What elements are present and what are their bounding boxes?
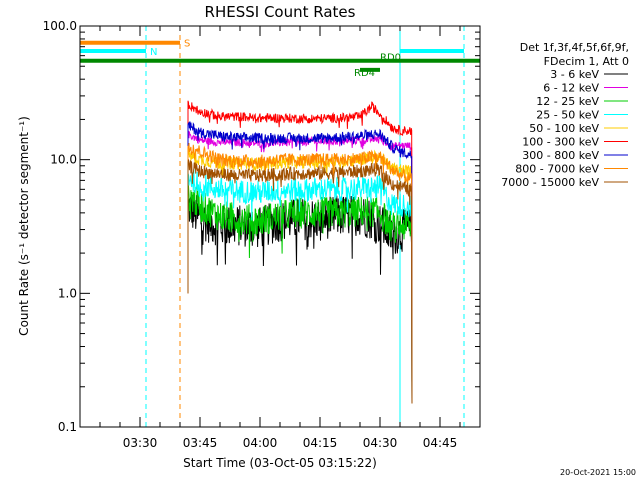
legend-label-8: 7000 - 15000 keV <box>501 176 599 189</box>
x-axis-label: Start Time (03-Oct-05 03:15:22) <box>183 456 377 470</box>
series-12-25keV <box>187 179 413 404</box>
legend-header-line-2: FDecim 1, Att 0 <box>544 55 629 68</box>
series-800-7000keV <box>187 142 413 404</box>
legend-label-2: 12 - 25 keV <box>536 95 599 108</box>
series-25-50keV <box>187 168 413 404</box>
series-7000-15000keV <box>187 159 413 404</box>
state-label-rd0: RD0 <box>380 53 401 64</box>
legend-label-7: 800 - 7000 keV <box>515 163 599 176</box>
chart-title: RHESSI Count Rates <box>205 3 356 21</box>
footer-timestamp: 20-Oct-2021 15:00 <box>560 468 636 477</box>
legend-label-6: 300 - 800 keV <box>522 149 599 162</box>
y-tick-label-1: 1.0 <box>58 286 77 300</box>
legend-label-5: 100 - 300 keV <box>522 136 599 149</box>
y-tick-label-3: 100.0 <box>43 19 77 33</box>
y-tick-label-0: 0.1 <box>58 420 77 434</box>
legend-label-4: 50 - 100 keV <box>529 122 599 135</box>
legend-label-1: 6 - 12 keV <box>543 82 599 95</box>
state-label-s: S <box>184 39 190 50</box>
x-tick-label-0: 03:30 <box>123 436 158 450</box>
state-label-n: N <box>150 47 157 58</box>
state-label-rd4: RD4 <box>354 68 375 79</box>
series-100-300keV <box>187 100 413 404</box>
x-tick-label-3: 04:15 <box>303 436 338 450</box>
y-tick-label-2: 10.0 <box>50 153 77 167</box>
x-tick-label-2: 04:00 <box>243 436 278 450</box>
y-axis-label: Count Rate (s⁻¹ detector segment⁻¹) <box>17 116 31 336</box>
legend-label-3: 25 - 50 keV <box>536 109 599 122</box>
x-tick-label-4: 04:30 <box>363 436 398 450</box>
legend-header-line-1: Det 1f,3f,4f,5f,6f,9f, <box>520 41 629 54</box>
x-tick-label-1: 03:45 <box>183 436 218 450</box>
series-300-800keV <box>187 121 413 404</box>
x-tick-label-5: 04:45 <box>423 436 458 450</box>
plot-area: S N RD0 RD4 0.1 1.0 10.0 100.0 03:30 03:45 04:00 04… <box>43 19 481 450</box>
legend-label-0: 3 - 6 keV <box>550 68 599 81</box>
